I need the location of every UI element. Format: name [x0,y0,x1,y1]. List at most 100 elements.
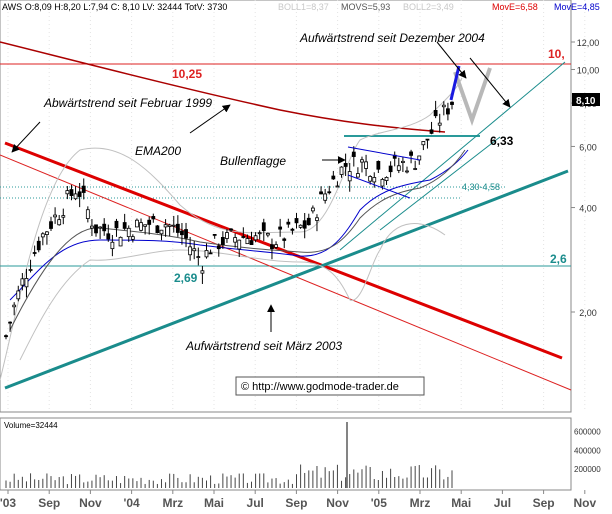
candle-body [4,335,8,338]
candle-body [384,177,389,181]
uptrend-line [4,169,569,390]
candle-body [143,224,148,227]
candle-body [40,233,45,238]
candle-body [351,151,356,157]
candle-body [61,215,66,218]
header-boll2: BOLL2=3,49 [403,2,454,12]
volume-label: Volume=32444 [4,421,58,430]
x-tick-label: Mai [204,496,224,510]
flag-lower-line [347,174,411,199]
candle-body [57,219,62,226]
candle-body [220,237,225,246]
candle-body [175,223,180,233]
candle-body [388,165,393,173]
x-tick-label: Nov [326,496,349,510]
x-tick-label: Nov [573,496,596,510]
uptrend-support-line [379,136,501,231]
volume-tick-label: 200000 [574,465,601,474]
header-move-1: MovE=6,58 [492,2,538,12]
candle-body [233,237,238,243]
candle-body [110,241,115,250]
bollinger-lower [19,223,446,361]
volume-axis: 600000 400000 200000 [574,427,601,474]
volume-tick-label: 600000 [574,427,601,436]
arrow-ema200 [189,104,231,134]
copyright-box [235,376,425,396]
candle-body [294,218,299,224]
arrow-dec-2004 [436,41,467,79]
candle-body [65,190,70,195]
candle-body [286,221,291,225]
candle-body [155,225,160,234]
candle-body [196,256,201,258]
candle-body [216,245,221,250]
candle-body [16,290,21,300]
candle-body [413,168,418,170]
candle-body [319,191,323,195]
ema200-line [0,41,446,133]
y-tick-label: 4,00 [579,204,597,214]
x-tick-label: Mrz [162,496,183,510]
candle-body [208,252,213,255]
y-tick-label: 2,00 [579,308,597,318]
label-resistance: 10,25 [172,67,202,81]
candle-body [163,224,168,228]
candle-body [106,233,111,240]
candle-body [225,232,229,239]
candle-body [355,173,360,178]
x-tick-label: Jul [494,496,511,510]
candle-body [380,179,385,187]
candle-body [126,227,131,238]
candle-body [437,122,442,126]
candle-body [28,269,33,271]
candle-body [188,246,193,256]
candle-body [20,278,25,286]
candle-body [8,321,12,324]
candle-body [339,166,344,175]
label-zone: 4,30-4,58 [462,182,500,192]
candle-body [24,278,29,288]
y-tick-label: 6,00 [579,142,597,152]
candle-body [204,250,209,258]
header-quote: AWS O:8,09 H:8,20 L:7,94 C: 8,10 LV: 324… [2,2,227,12]
candle-body [130,236,135,240]
x-tick-label: Sep [533,496,555,510]
header-boll1: BOLL1=8,37 [278,2,329,12]
candle-body [229,228,233,231]
projection-arrow-blue [449,65,461,101]
ma-short-line [9,149,469,301]
candle-body [396,165,401,171]
candle-body [376,161,381,170]
candle-body [85,209,90,219]
candle-body [253,235,258,241]
candle-body [400,160,405,163]
candle-body [98,226,103,229]
candle-body [49,221,53,229]
candle-body [327,191,332,194]
arrow-downtrend [11,121,41,153]
arrow-uptrend-channel [469,57,511,108]
label-downtrend-feb-1999: Abwärtstrend seit Februar 1999 [43,96,212,110]
candle-body [265,233,270,236]
x-tick-label: '04 [123,496,140,510]
x-tick-label: Mai [451,496,471,510]
uptrend-dec-2004-line [339,61,566,251]
candle-body [335,185,340,188]
candle-body [32,252,37,254]
candle-body [290,228,295,231]
x-tick-label: Sep [285,496,307,510]
candle-body [425,138,430,141]
x-axis: '03 Sep Nov '04 Mrz Mai Jul Sep Nov '05 Mrz Mai Jul S… [0,490,596,510]
candle-body [77,191,82,197]
volume-bars [5,422,453,488]
bollinger-upper [0,77,463,381]
candle-body [298,224,303,228]
candle-body [245,238,250,245]
candle-body [212,233,217,236]
volume-panel-frame [0,417,572,491]
x-tick-label: Nov [79,496,102,510]
last-price-box [572,93,600,106]
candle-body [122,222,127,229]
candles [4,100,454,340]
